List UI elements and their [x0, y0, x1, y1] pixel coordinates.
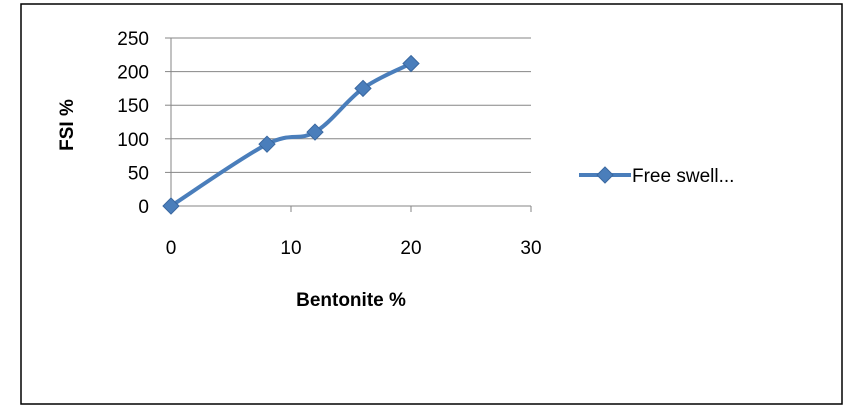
chart-border [20, 3, 843, 405]
y-tick-label-250: 250 [117, 29, 149, 50]
y-tick-label-0: 0 [138, 197, 149, 218]
y-tick-label-200: 200 [117, 63, 149, 84]
y-tick-label-50: 50 [128, 163, 149, 184]
legend-marker-diamond-icon [596, 166, 614, 184]
series-layer [162, 54, 420, 215]
x-tick-label-10: 10 [280, 238, 301, 259]
tick-labels: 0 50 100 150 200 250 0 10 20 30 [117, 29, 541, 259]
x-tick-label-0: 0 [166, 238, 177, 259]
x-tick-label-30: 30 [520, 238, 541, 259]
x-tick-label-20: 20 [400, 238, 421, 259]
x-axis-title: Bentonite % [296, 290, 406, 311]
legend: Free swell... [579, 166, 734, 187]
y-tick-label-150: 150 [117, 96, 149, 117]
data-point-3 [354, 79, 372, 98]
y-axis-title: FSI % [57, 99, 78, 151]
y-tick-label-100: 100 [117, 130, 149, 151]
gridlines [171, 37, 531, 173]
data-point-4 [402, 54, 420, 73]
data-point-1 [258, 135, 276, 153]
data-point-0 [162, 197, 180, 215]
data-point-2 [306, 123, 324, 141]
legend-label: Free swell... [632, 166, 734, 187]
